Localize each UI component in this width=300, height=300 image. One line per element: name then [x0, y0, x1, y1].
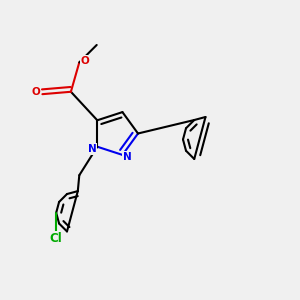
Text: O: O: [32, 87, 40, 98]
Text: Cl: Cl: [50, 232, 63, 245]
Text: O: O: [81, 56, 90, 67]
Text: N: N: [88, 144, 96, 154]
Text: N: N: [124, 152, 132, 162]
